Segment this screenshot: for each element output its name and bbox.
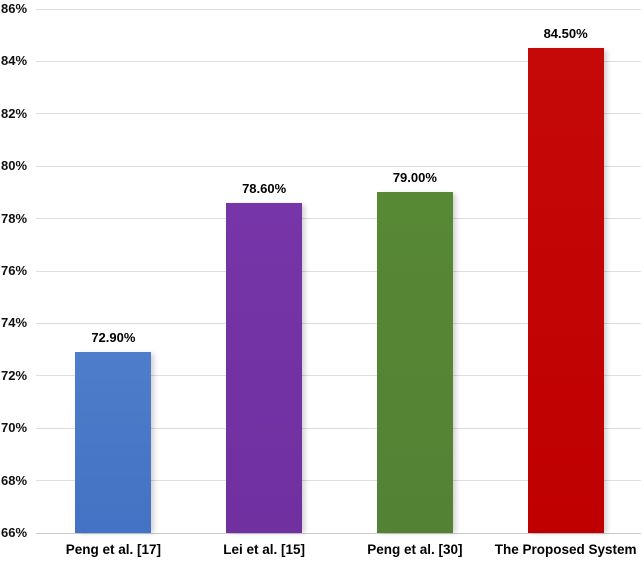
category-label: Peng et al. [17] bbox=[65, 542, 162, 557]
y-tick-label: 68% bbox=[1, 472, 28, 488]
gridline bbox=[36, 427, 641, 429]
gridline bbox=[36, 480, 641, 482]
y-tick-label: 70% bbox=[1, 420, 28, 436]
gridline bbox=[36, 60, 641, 62]
bar-value-label: 78.60% bbox=[242, 180, 287, 196]
gridline bbox=[36, 375, 641, 377]
bar-value-label: 84.50% bbox=[543, 26, 588, 42]
gridline bbox=[36, 8, 641, 10]
x-axis-line bbox=[36, 532, 641, 534]
gridline bbox=[36, 165, 641, 167]
y-tick-label: 78% bbox=[1, 210, 28, 226]
y-tick-label: 86% bbox=[1, 1, 28, 16]
y-tick-label: 74% bbox=[1, 315, 28, 331]
bar-4 bbox=[527, 48, 604, 533]
y-tick-label: 84% bbox=[1, 53, 28, 69]
gridline bbox=[36, 270, 641, 272]
y-tick-label: 72% bbox=[1, 367, 28, 383]
bar-value-label: 79.00% bbox=[392, 170, 437, 186]
y-tick-label: 76% bbox=[1, 263, 28, 278]
category-label: Peng et al. [30] bbox=[367, 542, 463, 557]
category-label: Lei et al. [15] bbox=[223, 542, 306, 557]
y-tick-label: 80% bbox=[1, 158, 28, 174]
y-tick-label: 82% bbox=[1, 105, 28, 121]
gridline bbox=[36, 322, 641, 324]
bar-2 bbox=[226, 202, 303, 533]
y-tick-label: 66% bbox=[1, 525, 28, 540]
bar-1 bbox=[75, 352, 152, 533]
bar-value-label: 72.90% bbox=[91, 330, 136, 346]
gridline bbox=[36, 218, 641, 220]
bar-3 bbox=[376, 192, 453, 533]
category-label: The Proposed System bbox=[494, 542, 637, 557]
gridline bbox=[36, 113, 641, 115]
